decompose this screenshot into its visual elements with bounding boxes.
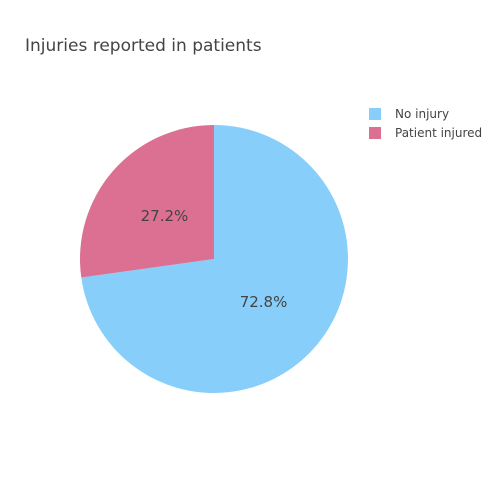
legend-label[interactable]: No injury — [395, 107, 449, 121]
slice-label: 27.2% — [141, 207, 189, 225]
legend-swatch[interactable] — [369, 127, 381, 139]
legend-label[interactable]: Patient injured — [395, 126, 482, 140]
slice-label: 72.8% — [240, 293, 288, 311]
legend-swatch[interactable] — [369, 108, 381, 120]
chart-title: Injuries reported in patients — [25, 36, 262, 56]
legend: No injury Patient injured — [369, 107, 482, 140]
pie-slice-patient-injured[interactable] — [80, 125, 214, 277]
pie-slices — [80, 125, 348, 393]
